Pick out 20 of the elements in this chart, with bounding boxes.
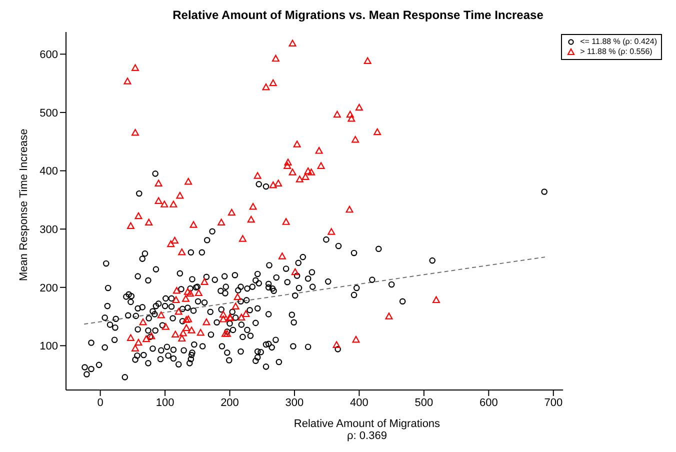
y-tick-label: 500	[40, 107, 58, 120]
x-tick-label: 300	[285, 396, 304, 409]
chart-title: Relative Amount of Migrations vs. Mean Response Time Increase	[172, 8, 544, 24]
y-tick-label: 300	[40, 224, 58, 236]
y-tick-label: 100	[40, 340, 58, 353]
x-tick-label: 500	[414, 396, 434, 409]
y-tick-label: 400	[40, 166, 58, 178]
x-tick-label: 100	[156, 396, 174, 409]
x-tick-label: 400	[350, 396, 368, 409]
legend-label: <= 11.88 % (ρ: 0.424)	[580, 37, 657, 47]
x-tick-label: 700	[544, 396, 563, 409]
x-tick-label: 0	[97, 396, 104, 409]
y-tick-label: 200	[40, 282, 58, 294]
legend-label: > 11.88 % (ρ: 0.556)	[580, 47, 652, 57]
y-axis-title: Mean Response Time Increase	[18, 128, 30, 281]
x-tick-label: 600	[479, 396, 498, 409]
x-tick-label: 200	[220, 396, 239, 409]
y-tick-label: 600	[40, 49, 58, 62]
text: ρ: 0.369	[346, 430, 388, 442]
x-axis-title: Relative Amount of Migrations	[292, 418, 442, 430]
